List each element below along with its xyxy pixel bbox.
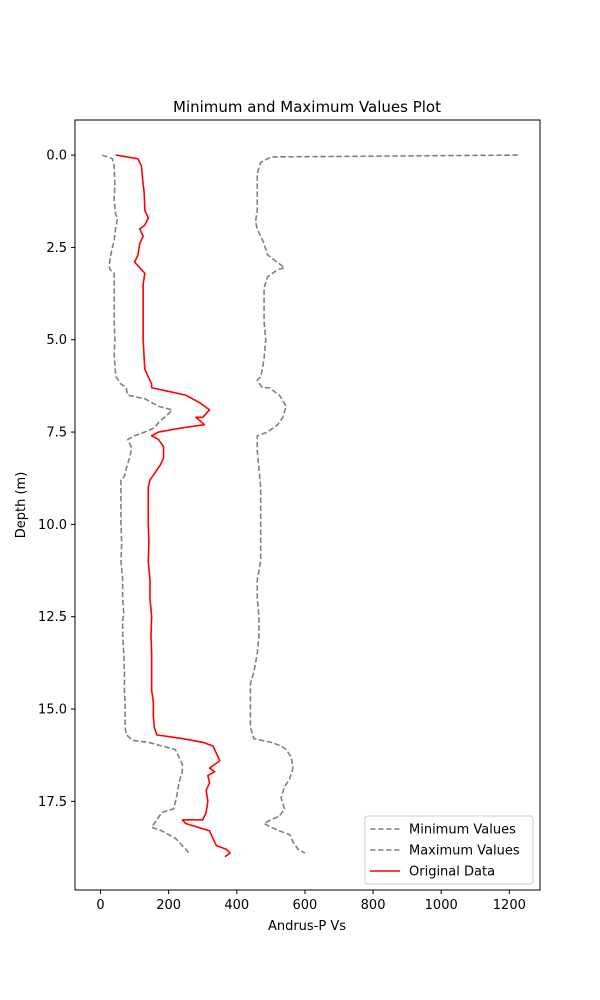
x-tick-label: 0 [96, 898, 104, 913]
x-axis-label: Andrus-P Vs [268, 919, 346, 934]
y-tick-label: 2.5 [46, 241, 67, 256]
plot-frame [74, 119, 541, 891]
series-line-original-data [115, 154, 231, 858]
series-line-minimum-values [101, 154, 190, 854]
y-axis: 0.0 2.5 5.0 7.5 10.0 12.5 15.0 17.5 [38, 149, 75, 810]
y-tick-label: 10.0 [38, 518, 67, 533]
x-tick-label: 400 [224, 898, 249, 913]
x-tick-label: 200 [156, 898, 181, 913]
x-axis: 0 200 400 600 800 1000 1200 [96, 890, 526, 913]
plot-area [74, 119, 541, 891]
y-tick-label: 5.0 [46, 333, 67, 348]
x-tick-label: 1000 [425, 898, 458, 913]
y-tick-label: 0.0 [46, 149, 67, 164]
series-lines [101, 154, 518, 858]
x-tick-label: 800 [361, 898, 386, 913]
y-tick-label: 17.5 [38, 795, 67, 810]
legend-label: Maximum Values [409, 844, 520, 859]
y-tick-label: 12.5 [38, 610, 67, 625]
legend: Minimum Values Maximum Values Original Dat… [364, 815, 534, 885]
legend-label: Original Data [409, 865, 495, 880]
y-tick-label: 7.5 [46, 426, 67, 441]
x-tick-label: 600 [293, 898, 318, 913]
legend-label: Minimum Values [409, 823, 516, 838]
x-tick-label: 1200 [493, 898, 526, 913]
chart-title: Minimum and Maximum Values Plot [173, 98, 441, 116]
series-line-maximum-values [249, 154, 518, 854]
legend-box [364, 815, 534, 885]
y-axis-label: Depth (m) [14, 472, 29, 539]
y-tick-label: 15.0 [38, 703, 67, 718]
